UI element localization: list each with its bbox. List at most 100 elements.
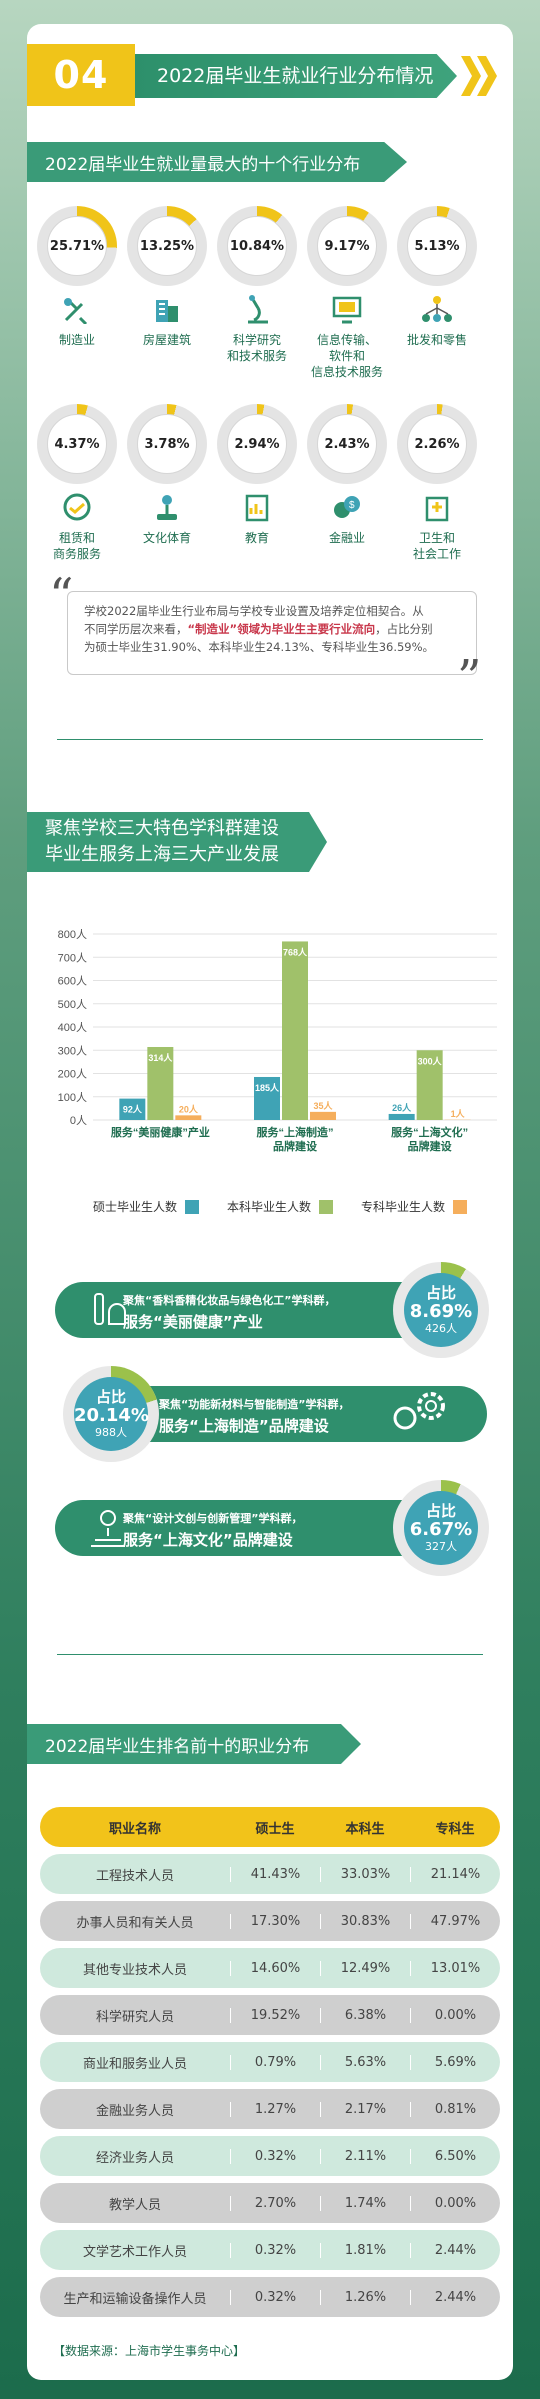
category-label: 品牌建设 [273,1139,318,1153]
open-quote-icon: “ [49,568,74,624]
category-label: 品牌建设 [408,1139,453,1153]
occupation-title-text: 2022届毕业生排名前十的职业分布 [45,1736,310,1757]
occupation-share: 0.32% [230,2148,320,2164]
occupation-share: 2.70% [230,2195,320,2211]
bar [388,1113,415,1120]
microscope-icon [248,295,268,324]
industry-percentage: 2.26% [407,414,467,474]
industry-label: 文化体育 [142,531,191,545]
industry-ring: 13.25% [127,206,207,286]
industry-ring: 5.13% [397,206,477,286]
chevron-right-icon [461,56,481,96]
header-college: 专科生 [435,1821,475,1837]
share-circle-culture: 占比 6.67% 327人 [393,1480,489,1576]
section-title: 2022届毕业生就业行业分布情况 [157,65,434,87]
occupation-share: 1.81% [320,2242,410,2258]
occupation-share: 1.74% [320,2195,410,2211]
share-culture: 6.67% [409,1519,473,1540]
table-row: 商业和服务业人员 0.79% 5.63% 5.69% [40,2042,500,2082]
industry3-title: 聚焦学校三大特色学科群建设 毕业生服务上海三大产业发展 [27,812,327,872]
industry-ring: 3.78% [127,404,207,484]
industry-label: 金融业 [328,531,365,545]
occupation-name: 经济业务人员 [95,2150,174,2166]
occupation-share: 2.44% [410,2242,500,2258]
pill-beauty-line-2: 服务“美丽健康”产业 [123,1313,263,1331]
network-icon [422,296,452,322]
y-tick-label: 300人 [58,1044,87,1057]
occupation-share: 5.63% [320,2054,410,2070]
industry3-title-line-1: 聚焦学校三大特色学科群建设 [45,818,279,839]
bar-value-label: 35人 [313,1100,333,1111]
occupation-share: 6.50% [410,2148,500,2164]
y-tick-label: 600人 [58,975,87,988]
industry-item: 13.25% 房屋建筑 [127,206,207,348]
pill-manufacture-line-1: 聚焦“功能新材料与智能制造”学科群， [159,1398,350,1411]
legend-swatch-college [453,1199,468,1214]
occupation-share: 0.00% [410,2007,500,2023]
bar-value-label: 92人 [123,1104,143,1115]
legend-master: 硕士毕业生人数 [93,1198,200,1215]
occupation-share: 0.32% [230,2242,320,2258]
occupation-share: 0.32% [230,2289,320,2305]
category-label: 服务“上海制造” [257,1125,334,1139]
occupation-name: 教学人员 [108,2197,161,2213]
bar-value-label: 768人 [283,946,308,957]
occupation-name: 其他专业技术人员 [82,1962,187,1978]
section-number: 04 [27,44,135,106]
industry-label: 租赁和 商务服务 [52,531,101,561]
quote-box: 学校2022届毕业生行业布局与学校专业设置及培养定位相契合。从 不同学历层次来看… [67,591,477,675]
share-beauty: 8.69% [409,1301,473,1322]
bar-value-label: 185人 [255,1082,280,1093]
occupation-share: 0.79% [230,2054,320,2070]
occupation-share: 6.38% [320,2007,410,2023]
pill-culture-line-1: 聚焦“设计文创与创新管理”学科群， [123,1512,303,1525]
occupation-share: 21.14% [410,1866,500,1882]
industry-label: 卫生和 社会工作 [412,531,461,561]
industry-percentage: 5.13% [407,216,467,276]
y-tick-label: 100人 [58,1091,87,1104]
bar-value-label: 26人 [392,1102,412,1113]
industry-item: 2.94% 教育 [217,404,297,546]
share-circle-manufacture: 占比 20.14% 988人 [63,1366,159,1462]
industry-ring: 10.84% [217,206,297,286]
occupation-share: 13.01% [410,1960,500,1976]
header-master: 硕士生 [255,1821,295,1837]
section-title-bar: 2022届毕业生就业行业分布情况 [117,54,457,98]
legend-swatch-master [185,1199,200,1214]
bar [147,1046,174,1120]
tools-icon [64,298,88,326]
industry-label: 教育 [244,531,269,545]
quote-line-3: 为硕士毕业生31.90%、本科毕业生24.13%、专科毕业生36.59%。 [84,640,435,654]
y-tick-label: 0人 [70,1114,87,1127]
occupation-share: 5.69% [410,2054,500,2070]
occupation-name: 商业和服务业人员 [82,2056,187,2072]
quote-highlight: “制造业”领域为毕业生主要行业流向 [187,622,376,636]
occupation-name: 文学艺术工作人员 [82,2244,187,2260]
bar-value-label: 300人 [418,1055,443,1066]
cosmetics-icon [94,1293,126,1325]
bar [254,1076,280,1120]
industry-percentage: 13.25% [137,216,197,276]
bar-value-label: 314人 [148,1052,173,1063]
table-row: 办事人员和有关人员 17.30% 30.83% 47.97% [40,1901,500,1941]
table-row: 经济业务人员 0.32% 2.11% 6.50% [40,2136,500,2176]
category-label: 服务“美丽健康”产业 [111,1125,210,1139]
legend-college: 专科毕业生人数 [361,1198,468,1215]
industry-item: 5.13% 批发和零售 [397,206,477,348]
occupation-share: 2.11% [320,2148,410,2164]
share-manufacture: 20.14% [74,1405,149,1426]
table-row: 教学人员 2.70% 1.74% 0.00% [40,2183,500,2223]
industry-ring: 25.71% [37,206,117,286]
industry-item: 2.43% $ 金融业 [307,404,387,546]
occupation-share: 0.81% [410,2101,500,2117]
occupation-share: 41.43% [230,1866,320,1882]
occupation-share: 14.60% [230,1960,320,1976]
bar-value-label: 1人 [451,1108,466,1119]
table-row: 其他专业技术人员 14.60% 12.49% 13.01% [40,1948,500,1988]
header-bachelor: 本科生 [345,1821,385,1837]
computer-icon [332,296,362,324]
occupation-share: 2.17% [320,2101,410,2117]
bar-value-label: 20人 [179,1103,199,1114]
industry-percentage: 2.43% [317,414,377,474]
table-row: 生产和运输设备操作人员 0.32% 1.26% 2.44% [40,2277,500,2317]
